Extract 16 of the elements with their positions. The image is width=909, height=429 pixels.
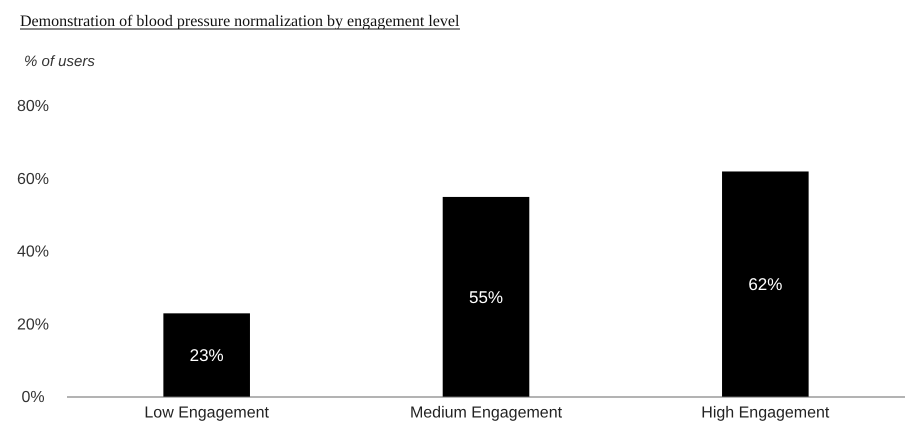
data-label: 62% <box>748 275 782 294</box>
x-tick-label: Low Engagement <box>144 404 270 422</box>
bar <box>442 196 530 397</box>
y-tick-label: 20% <box>16 316 50 334</box>
x-tick-label: Medium Engagement <box>410 404 563 422</box>
bar <box>722 171 809 397</box>
y-axis-title: % of users <box>24 53 96 70</box>
y-tick-label: 60% <box>16 170 50 188</box>
y-tick-label: 40% <box>16 244 50 261</box>
y-tick-label: 80% <box>16 98 50 116</box>
x-tick-label: High Engagement <box>701 404 830 422</box>
data-label: 23% <box>190 346 224 366</box>
bar <box>163 313 250 397</box>
chart-title: Demonstration of blood pressure normalization by engagement level <box>20 13 460 30</box>
y-tick-label: 0% <box>21 389 45 406</box>
data-label: 55% <box>468 288 504 307</box>
